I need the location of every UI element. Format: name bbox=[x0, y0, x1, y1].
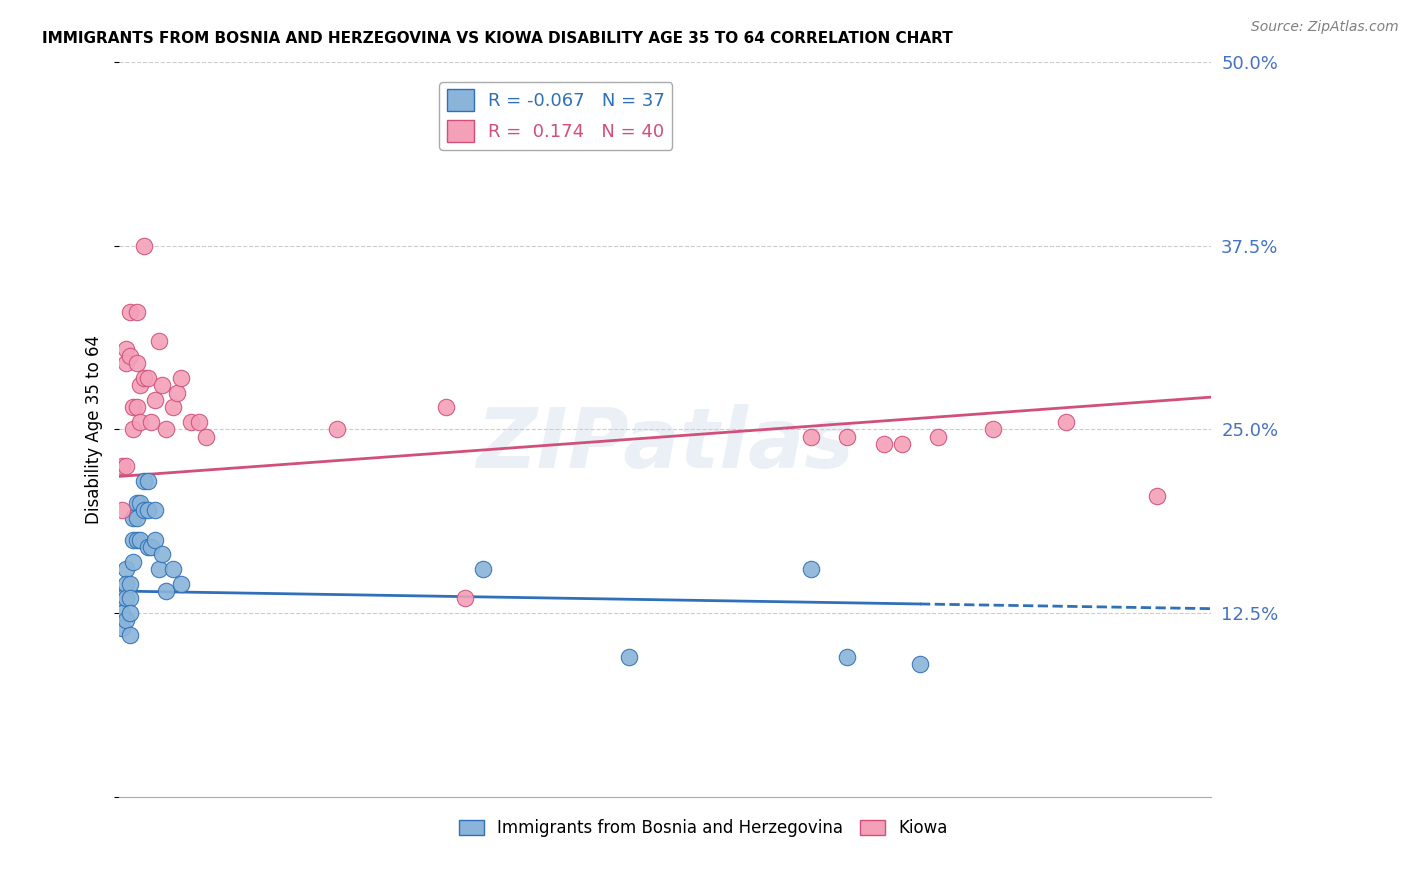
Point bbox=[111, 621, 134, 635]
Point bbox=[132, 503, 155, 517]
Point bbox=[122, 510, 145, 524]
Point bbox=[471, 114, 494, 128]
Point bbox=[141, 415, 163, 429]
Point bbox=[155, 584, 177, 599]
Point bbox=[132, 371, 155, 385]
Text: IMMIGRANTS FROM BOSNIA AND HERZEGOVINA VS KIOWA DISABILITY AGE 35 TO 64 CORRELAT: IMMIGRANTS FROM BOSNIA AND HERZEGOVINA V… bbox=[42, 31, 953, 46]
Point bbox=[169, 371, 191, 385]
Point bbox=[162, 401, 184, 415]
Point bbox=[125, 533, 148, 547]
Point bbox=[118, 591, 141, 606]
Point bbox=[129, 533, 152, 547]
Point bbox=[890, 437, 912, 451]
Point bbox=[132, 474, 155, 488]
Point bbox=[143, 503, 166, 517]
Point bbox=[872, 437, 894, 451]
Point bbox=[118, 305, 141, 319]
Point bbox=[125, 510, 148, 524]
Point bbox=[111, 503, 134, 517]
Point bbox=[143, 392, 166, 407]
Point bbox=[180, 415, 202, 429]
Point bbox=[326, 422, 349, 436]
Point bbox=[122, 422, 145, 436]
Point bbox=[115, 591, 138, 606]
Point bbox=[115, 562, 138, 576]
Point bbox=[837, 650, 859, 665]
Point bbox=[118, 628, 141, 642]
Point bbox=[150, 547, 173, 561]
Point bbox=[908, 657, 931, 672]
Point bbox=[1146, 489, 1168, 503]
Point bbox=[125, 496, 148, 510]
Point bbox=[1054, 415, 1077, 429]
Point bbox=[148, 562, 170, 576]
Point bbox=[150, 378, 173, 392]
Point bbox=[118, 576, 141, 591]
Point bbox=[136, 371, 159, 385]
Point bbox=[132, 239, 155, 253]
Point bbox=[115, 459, 138, 474]
Text: Source: ZipAtlas.com: Source: ZipAtlas.com bbox=[1251, 20, 1399, 34]
Legend: Immigrants from Bosnia and Herzegovina, Kiowa: Immigrants from Bosnia and Herzegovina, … bbox=[451, 813, 955, 844]
Point bbox=[800, 562, 823, 576]
Point bbox=[195, 430, 218, 444]
Point bbox=[453, 591, 475, 606]
Point bbox=[141, 540, 163, 554]
Point bbox=[837, 430, 859, 444]
Point bbox=[118, 606, 141, 620]
Legend: R = -0.067   N = 37, R =  0.174   N = 40: R = -0.067 N = 37, R = 0.174 N = 40 bbox=[439, 82, 672, 150]
Point bbox=[155, 422, 177, 436]
Point bbox=[125, 401, 148, 415]
Point bbox=[115, 342, 138, 356]
Point bbox=[129, 496, 152, 510]
Point bbox=[136, 503, 159, 517]
Text: ZIPatlas: ZIPatlas bbox=[477, 403, 853, 484]
Point bbox=[122, 401, 145, 415]
Point bbox=[111, 459, 134, 474]
Point bbox=[136, 474, 159, 488]
Point bbox=[927, 430, 949, 444]
Point bbox=[115, 614, 138, 628]
Point bbox=[111, 591, 134, 606]
Point bbox=[187, 415, 209, 429]
Point bbox=[981, 422, 1004, 436]
Point bbox=[111, 606, 134, 620]
Point bbox=[800, 430, 823, 444]
Point bbox=[143, 533, 166, 547]
Point bbox=[166, 385, 188, 400]
Point bbox=[129, 378, 152, 392]
Point bbox=[115, 356, 138, 370]
Point bbox=[125, 305, 148, 319]
Point bbox=[169, 576, 191, 591]
Point bbox=[118, 349, 141, 363]
Point bbox=[471, 562, 494, 576]
Point bbox=[617, 650, 640, 665]
Point bbox=[129, 415, 152, 429]
Point bbox=[115, 576, 138, 591]
Point bbox=[162, 562, 184, 576]
Point bbox=[125, 356, 148, 370]
Point bbox=[122, 555, 145, 569]
Point bbox=[122, 533, 145, 547]
Y-axis label: Disability Age 35 to 64: Disability Age 35 to 64 bbox=[86, 334, 103, 524]
Point bbox=[148, 334, 170, 349]
Point bbox=[436, 401, 458, 415]
Point bbox=[136, 540, 159, 554]
